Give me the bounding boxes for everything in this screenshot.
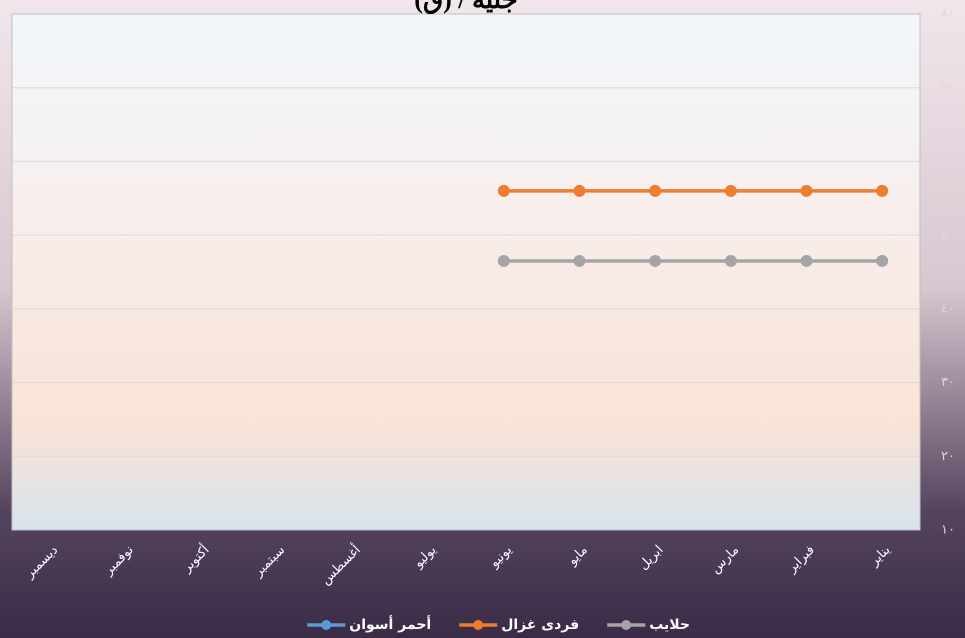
legend-label: أحمر أسوان (349, 615, 431, 633)
marker (724, 254, 737, 267)
plot-area (11, 13, 921, 531)
y-tick-label: ٥٠ (941, 228, 955, 243)
legend-marker (473, 620, 484, 630)
y-tick-label: ٣٠ (941, 375, 955, 390)
y-tick-label: ٦٠ (941, 154, 955, 169)
y-tick-label: ٢٠ (941, 449, 955, 464)
y-tick-label: ١٠ (941, 523, 955, 538)
legend-label: فردى غزال (501, 617, 579, 633)
y-tick-label: ٧٠ (941, 80, 955, 95)
chart-title: جنيه / (ق) (414, 0, 517, 15)
legend-marker (621, 620, 632, 630)
y-tick-label: ٨٠ (941, 7, 955, 22)
marker (800, 184, 813, 197)
legend-marker (321, 620, 332, 630)
marker (649, 254, 662, 267)
marker (497, 254, 510, 267)
marker (573, 254, 586, 267)
y-tick-label: ٤٠ (941, 301, 955, 316)
marker (497, 184, 510, 197)
marker (876, 184, 889, 197)
marker (649, 184, 662, 197)
legend-label: حلايب (649, 617, 690, 633)
marker (876, 254, 889, 267)
marker (800, 254, 813, 267)
marker (573, 184, 586, 197)
marker (724, 184, 737, 197)
